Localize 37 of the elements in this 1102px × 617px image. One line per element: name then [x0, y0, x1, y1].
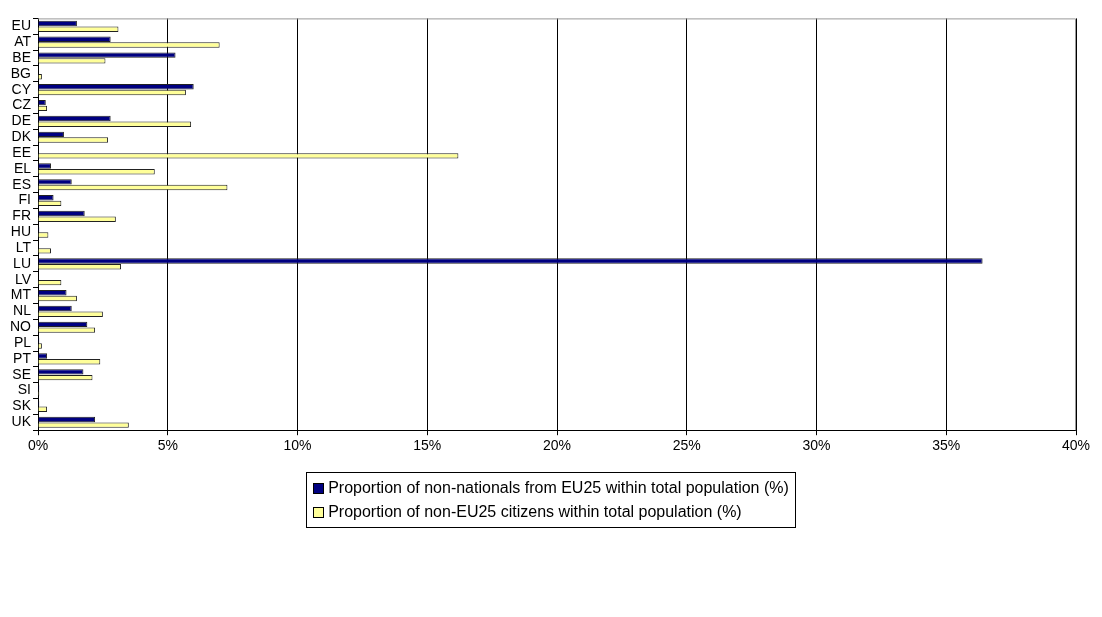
y-tick-label: LT: [15, 238, 32, 255]
x-tick-label: 5%: [157, 437, 178, 454]
x-tick-label: 0%: [27, 437, 49, 454]
y-tick-label: SK: [12, 397, 32, 414]
x-tick-label: 35%: [932, 437, 961, 454]
x-tick-label: 25%: [672, 437, 701, 454]
y-tick-label: FI: [18, 191, 31, 208]
y-tick-label: FR: [12, 207, 31, 224]
y-tick-label: PT: [13, 349, 32, 366]
y-tick-label: SE: [12, 365, 31, 382]
y-tick-label: BG: [10, 64, 31, 81]
y-tick-label: UK: [11, 413, 32, 430]
legend-label: Proportion of non-nationals from EU25 within total population (%): [328, 478, 789, 498]
x-tick-label: 40%: [1061, 437, 1091, 454]
y-tick-label: CZ: [12, 96, 32, 113]
y-tick-label: NL: [13, 302, 32, 319]
y-tick-label: BE: [12, 48, 31, 65]
x-tick-label: 10%: [283, 437, 312, 454]
y-tick-label: EU: [11, 17, 31, 34]
y-tick-label: LV: [14, 270, 32, 287]
y-tick-label: PL: [13, 333, 32, 350]
y-tick-label: SI: [17, 381, 31, 398]
y-tick-label: ES: [12, 175, 31, 192]
y-tick-label: CY: [11, 80, 32, 97]
y-tick-label: NO: [10, 318, 32, 335]
y-tick-label: AT: [14, 33, 32, 50]
y-tick-label: HU: [10, 223, 31, 240]
y-tick-label: MT: [10, 286, 32, 303]
y-tick-label: LU: [13, 254, 31, 271]
x-tick-label: 30%: [802, 437, 831, 454]
y-tick-label: EL: [13, 159, 32, 176]
x-tick-label: 20%: [542, 437, 572, 454]
x-tick-label: 15%: [413, 437, 442, 454]
legend-label: Proportion of non-EU25 citizens within total population (%): [328, 502, 742, 522]
y-tick-label: DK: [11, 128, 32, 145]
y-tick-label: EE: [12, 143, 31, 160]
y-tick-label: DE: [11, 112, 31, 129]
